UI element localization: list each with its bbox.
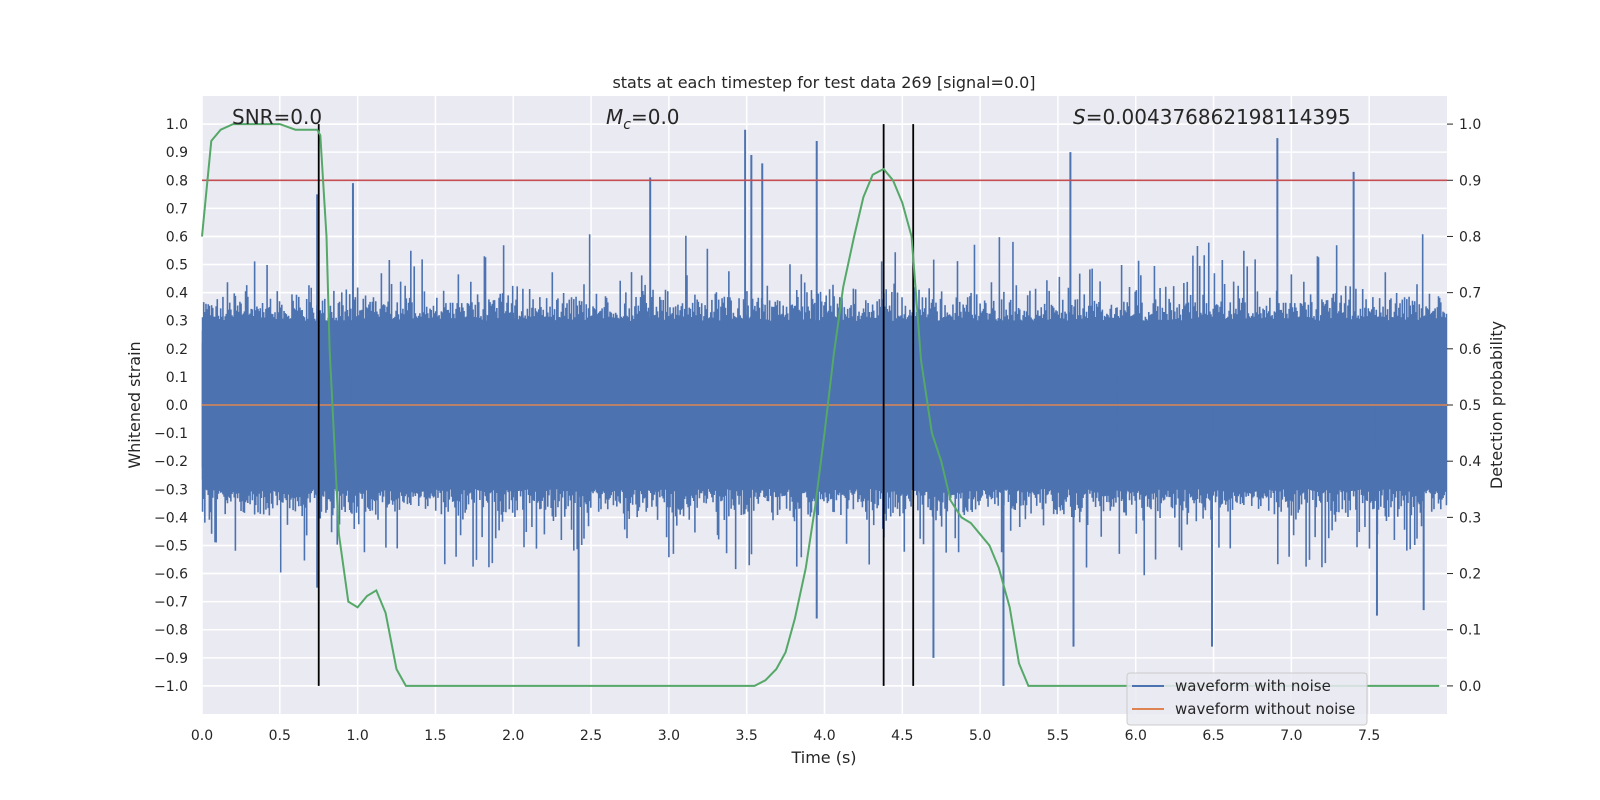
y2-tick-label: 0.0 [1459, 679, 1481, 695]
y-tick-label: −0.5 [154, 538, 188, 554]
x-tick-label: 6.0 [1125, 728, 1147, 744]
y-tick-label: 1.0 [166, 117, 188, 133]
y-tick-label: 0.9 [166, 145, 188, 161]
x-tick-label: 3.0 [658, 728, 680, 744]
x-tick-label: 0.5 [269, 728, 291, 744]
x-tick-label: 2.5 [580, 728, 602, 744]
y-tick-label: −0.1 [154, 426, 188, 442]
y2-tick-label: 0.9 [1459, 173, 1481, 189]
chirp-mass-subscript: c [623, 117, 631, 133]
s-symbol: S [1073, 105, 1086, 129]
x-tick-label: 0.0 [191, 728, 213, 744]
y2-axis-label: Detection probability [1487, 321, 1506, 489]
y-tick-label: 0.8 [166, 173, 188, 189]
x-tick-label: 1.5 [424, 728, 446, 744]
chart-title: stats at each timestep for test data 269… [612, 73, 1035, 92]
y-axis-label: Whitened strain [125, 341, 144, 468]
x-tick-label: 1.0 [346, 728, 368, 744]
y-tick-label: −0.7 [154, 595, 188, 611]
y-tick-label: −0.2 [154, 454, 188, 470]
y-tick-label: −0.8 [154, 623, 188, 639]
x-axis-label: Time (s) [790, 748, 856, 767]
x-tick-label: 6.5 [1202, 728, 1224, 744]
x-tick-label: 4.5 [891, 728, 913, 744]
legend-label-clean: waveform without noise [1175, 700, 1355, 718]
y2-tick-label: 0.7 [1459, 286, 1481, 302]
y-tick-label: 0.2 [166, 342, 188, 358]
legend-box [1126, 672, 1368, 726]
x-tick-label: 7.5 [1358, 728, 1380, 744]
x-tick-label: 5.5 [1047, 728, 1069, 744]
y-tick-label: 0.4 [166, 286, 188, 302]
y-tick-label: −0.4 [154, 510, 188, 526]
s-annotation: S=0.004376862198114395 [1073, 105, 1351, 129]
y2-tick-label: 1.0 [1459, 117, 1481, 133]
chirp-mass-symbol: M [606, 105, 623, 129]
legend: waveform with noise waveform without noi… [1126, 672, 1368, 726]
y-tick-label: −1.0 [154, 679, 188, 695]
y2-tick-label: 0.3 [1459, 510, 1481, 526]
y2-tick-label: 0.1 [1459, 623, 1481, 639]
y-tick-label: 0.1 [166, 370, 188, 386]
y-tick-label: 0.6 [166, 229, 188, 245]
s-value: =0.004376862198114395 [1086, 105, 1351, 129]
chirp-mass-value: =0.0 [631, 105, 680, 129]
y-tick-label: 0.3 [166, 314, 188, 330]
x-tick-label: 2.0 [502, 728, 524, 744]
y2-tick-label: 0.2 [1459, 567, 1481, 583]
y-tick-label: −0.6 [154, 567, 188, 583]
y2-tick-label: 0.8 [1459, 229, 1481, 245]
x-tick-label: 7.0 [1280, 728, 1302, 744]
x-tick-label: 3.5 [736, 728, 758, 744]
x-tick-label: 4.0 [813, 728, 835, 744]
y2-tick-label: 0.6 [1459, 342, 1481, 358]
chirp-mass-annotation: Mc=0.0 [606, 105, 680, 133]
snr-annotation: SNR=0.0 [232, 105, 322, 129]
tick-labels: 0.0 0.5 1.0 1.5 2.0 2.5 3.0 3.5 4.0 4.5 5.0 5.5 6.0 6… [154, 117, 1481, 744]
y-tick-label: −0.3 [154, 482, 188, 498]
y-tick-label: −0.9 [154, 651, 188, 667]
legend-label-noise: waveform with noise [1175, 677, 1331, 695]
x-tick-label: 5.0 [969, 728, 991, 744]
y-tick-label: 0.7 [166, 201, 188, 217]
y-tick-label: 0.5 [166, 258, 188, 274]
y-tick-label: 0.0 [166, 398, 188, 414]
overlay-lines [201, 123, 1447, 687]
y2-tick-label: 0.4 [1459, 454, 1481, 470]
y2-tick-label: 0.5 [1459, 398, 1481, 414]
probability-line [201, 123, 1440, 687]
